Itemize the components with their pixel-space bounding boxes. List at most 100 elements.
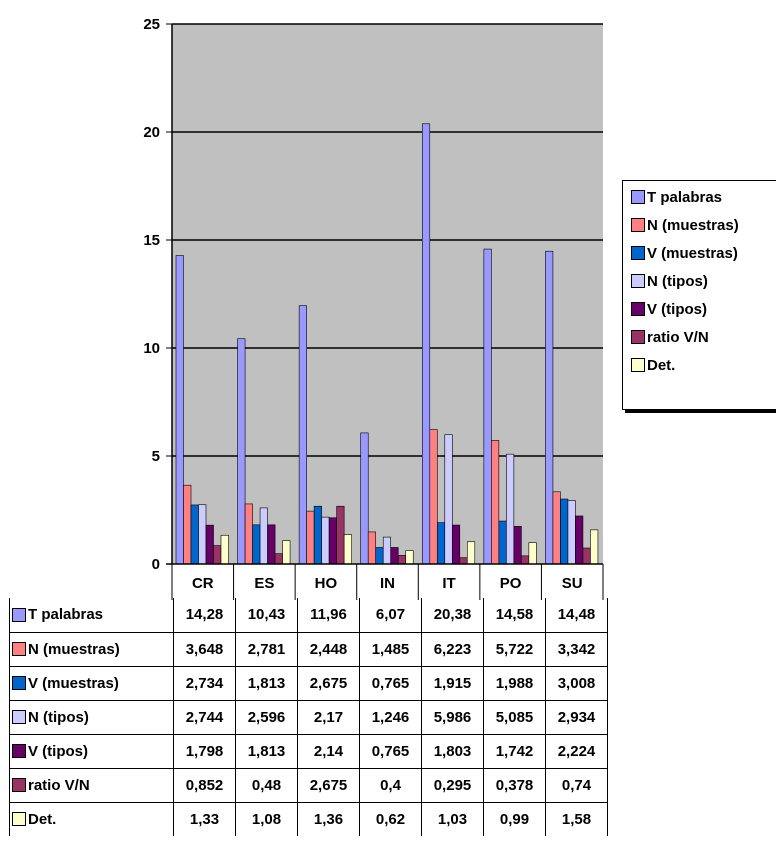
bar-v-muestras-	[252, 524, 261, 565]
x-tick-label: IN	[380, 575, 395, 592]
bar-ratio-v-n	[397, 555, 407, 565]
legend-item: ratio V/N	[631, 323, 776, 351]
table-cell: 2,14	[297, 733, 360, 769]
bar-ratio-v-n	[336, 505, 345, 565]
bar-v-tipos-	[575, 515, 584, 565]
table-cell: 0,765	[359, 665, 422, 701]
table-row-header: V (tipos)	[9, 733, 174, 769]
table-swatch	[12, 642, 26, 656]
bar-v-muestras-	[375, 547, 384, 565]
plot-area	[172, 24, 603, 564]
table-cell: 14,28	[173, 598, 236, 633]
legend-item: V (muestras)	[631, 239, 776, 267]
table-cell: 1,33	[173, 801, 236, 836]
bar-v-muestras-	[498, 520, 507, 565]
bar-det-	[405, 550, 414, 565]
table-cell: 1,915	[421, 665, 484, 701]
bar-n-muestras-	[491, 440, 500, 565]
table-cell: 2,448	[297, 631, 360, 667]
y-tick-label: 20	[143, 124, 160, 141]
table-row-header: T palabras	[9, 598, 174, 633]
table-cell: 0,48	[235, 767, 298, 803]
bar-chart: 0 5 10 15 20 25 CR ES HO IN IT PO SU	[143, 16, 604, 600]
table-cell: 5,986	[421, 699, 484, 735]
data-table: T palabras 14,28 10,43 11,96 6,07 20,38 14,58 1…	[9, 598, 608, 836]
bar-v-muestras-	[560, 498, 569, 565]
bar-det-	[343, 534, 352, 565]
table-cell: 1,742	[483, 733, 546, 769]
bar-v-tipos-	[205, 524, 214, 565]
legend-label: V (muestras)	[647, 244, 738, 262]
table-row: V (tipos) 1,798 1,813 2,14 0,765 1,803 1,742 2,…	[9, 733, 608, 769]
legend-swatch	[631, 330, 645, 344]
bar-ratio-v-n	[459, 557, 468, 565]
table-swatch	[12, 710, 26, 724]
table-row: T palabras 14,28 10,43 11,96 6,07 20,38 14,58 1…	[9, 598, 608, 633]
table-cell: 1,36	[297, 801, 360, 836]
table-cell: 2,675	[297, 665, 360, 701]
legend-item: T palabras	[631, 183, 776, 211]
legend-label: N (muestras)	[647, 216, 739, 234]
bar-t-palabras	[237, 338, 246, 565]
table-cell: 6,223	[421, 631, 484, 667]
y-tick-label: 25	[143, 16, 160, 33]
bar-n-muestras-	[244, 503, 253, 565]
table-cell: 1,58	[545, 801, 608, 836]
table-cell: 1,803	[421, 733, 484, 769]
bar-t-palabras	[483, 248, 492, 565]
y-tick-label: 10	[143, 340, 160, 357]
bar-n-muestras-	[183, 484, 192, 565]
bar-det-	[466, 541, 476, 565]
table-swatch	[12, 676, 26, 690]
table-row: V (muestras) 2,734 1,813 2,675 0,765 1,915 1,9…	[9, 665, 608, 701]
table-cell: 0,62	[359, 801, 422, 836]
table-cell: 10,43	[235, 598, 298, 633]
table-cell: 2,934	[545, 699, 608, 735]
legend-swatch	[631, 274, 645, 288]
bar-n-tipos-	[382, 536, 392, 565]
bar-t-palabras	[421, 123, 431, 565]
table-cell: 3,008	[545, 665, 608, 701]
table-cell: 0,295	[421, 767, 484, 803]
table-series-name: N (muestras)	[28, 640, 120, 658]
table-row-header: N (tipos)	[9, 699, 174, 735]
bar-v-tipos-	[513, 526, 522, 565]
table-series-name: V (tipos)	[28, 742, 88, 760]
bar-t-palabras	[545, 250, 554, 565]
table-row: N (muestras) 3,648 2,781 2,448 1,485 6,223 5,7…	[9, 631, 608, 667]
legend-label: T palabras	[647, 188, 723, 206]
table-cell: 3,648	[173, 631, 236, 667]
bar-n-tipos-	[198, 504, 207, 565]
table-row-header: V (muestras)	[9, 665, 174, 701]
legend-swatch	[631, 302, 645, 316]
table-cell: 1,03	[421, 801, 484, 836]
bar-n-muestras-	[306, 510, 315, 565]
table-cell: 0,74	[545, 767, 608, 803]
table-row: N (tipos) 2,744 2,596 2,17 1,246 5,986 5,085 2,…	[9, 699, 608, 735]
table-swatch	[12, 607, 26, 622]
x-tick-label: HO	[315, 575, 338, 592]
y-tick-label: 0	[152, 556, 160, 573]
bar-n-tipos-	[259, 507, 268, 565]
table-series-name: V (muestras)	[28, 674, 119, 692]
table-series-name: T palabras	[28, 606, 104, 624]
table-cell: 1,988	[483, 665, 546, 701]
bar-v-muestras-	[313, 505, 322, 565]
table-cell: 2,744	[173, 699, 236, 735]
axes: 0 5 10 15 20 25 CR ES HO IN IT PO SU	[143, 16, 604, 600]
table-cell: 20,38	[421, 598, 484, 633]
table-swatch	[12, 778, 26, 792]
table-cell: 1,08	[235, 801, 298, 836]
table-cell: 0,99	[483, 801, 546, 836]
table-cell: 3,342	[545, 631, 608, 667]
table-cell: 0,852	[173, 767, 236, 803]
bar-ratio-v-n	[213, 545, 222, 565]
legend-label: N (tipos)	[647, 272, 708, 290]
table-cell: 1,246	[359, 699, 422, 735]
legend-swatch	[631, 190, 645, 204]
legend-item: Det.	[631, 351, 776, 379]
legend-swatch	[631, 246, 645, 260]
bar-n-muestras-	[367, 531, 377, 565]
legend-item: N (muestras)	[631, 211, 776, 239]
table-cell: 1,798	[173, 733, 236, 769]
